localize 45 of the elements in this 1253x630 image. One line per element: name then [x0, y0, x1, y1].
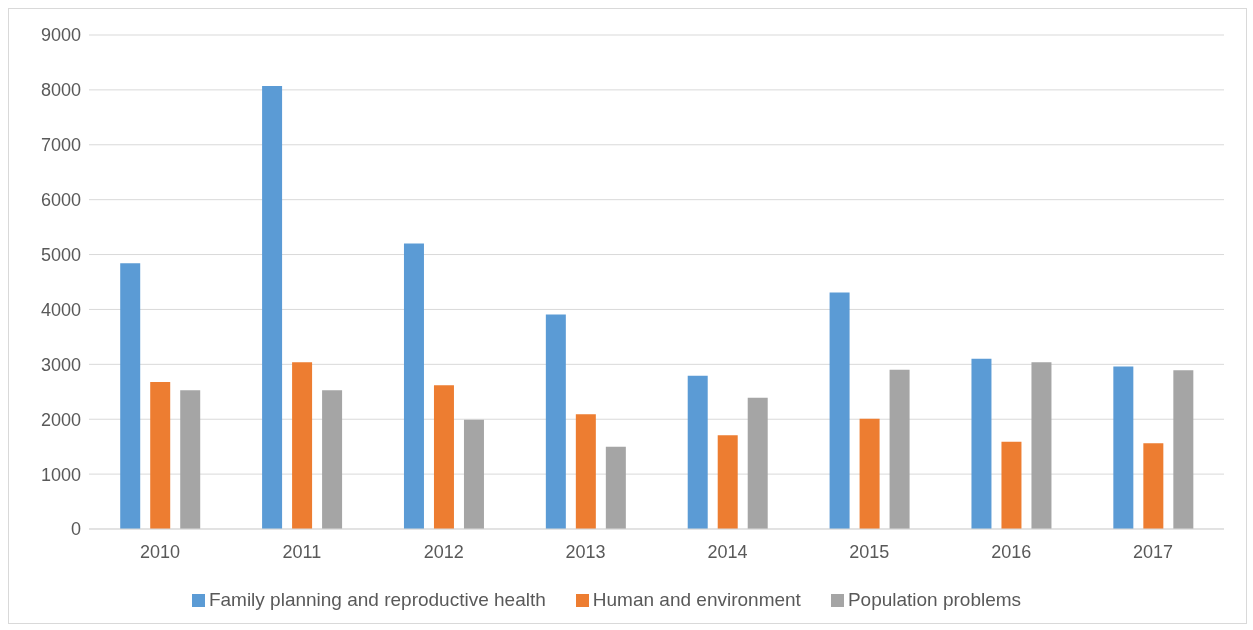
y-tick-label: 4000	[40, 299, 81, 320]
legend-label: Family planning and reproductive health	[208, 589, 546, 610]
y-tick-label: 1000	[40, 464, 81, 485]
y-tick-label: 5000	[40, 244, 81, 265]
bar	[1143, 443, 1164, 529]
bar	[1113, 366, 1134, 529]
x-tick-label: 2011	[282, 541, 322, 562]
bar	[687, 375, 708, 529]
bar	[150, 381, 171, 529]
y-tick-label: 2000	[40, 409, 81, 430]
x-tick-label: 2016	[991, 541, 1032, 562]
x-tick-label: 2014	[707, 541, 748, 562]
bar	[829, 292, 850, 529]
bar	[1001, 441, 1022, 529]
bar	[605, 446, 626, 529]
x-tick-label: 2010	[139, 541, 180, 562]
bar	[322, 390, 343, 529]
bar	[120, 263, 141, 529]
x-tick-label: 2017	[1133, 541, 1174, 562]
bar	[1031, 362, 1052, 529]
bar	[433, 385, 454, 529]
bar	[717, 435, 738, 529]
x-tick-label: 2015	[849, 541, 890, 562]
legend-label: Population problems	[847, 589, 1022, 610]
x-tick-label: 2013	[565, 541, 606, 562]
y-tick-label: 0	[70, 519, 81, 540]
bar	[545, 314, 566, 529]
bar	[180, 390, 201, 529]
legend-label: Human and environment	[592, 589, 801, 610]
bar	[292, 362, 313, 529]
y-tick-label: 9000	[40, 25, 81, 46]
x-tick-label: 2012	[423, 541, 464, 562]
bar	[463, 419, 484, 529]
y-tick-label: 8000	[40, 80, 81, 101]
y-tick-label: 6000	[40, 190, 81, 211]
bar	[859, 418, 880, 529]
y-tick-label: 7000	[40, 135, 81, 156]
bar	[403, 243, 424, 529]
bar	[971, 358, 992, 529]
bar	[747, 397, 768, 529]
bar	[889, 369, 910, 529]
bar	[1173, 370, 1194, 529]
y-tick-label: 3000	[40, 354, 81, 375]
bar	[262, 86, 283, 529]
bar	[575, 414, 596, 529]
